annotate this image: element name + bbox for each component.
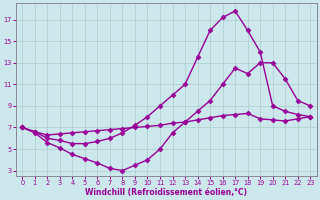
X-axis label: Windchill (Refroidissement éolien,°C): Windchill (Refroidissement éolien,°C) [85,188,247,197]
